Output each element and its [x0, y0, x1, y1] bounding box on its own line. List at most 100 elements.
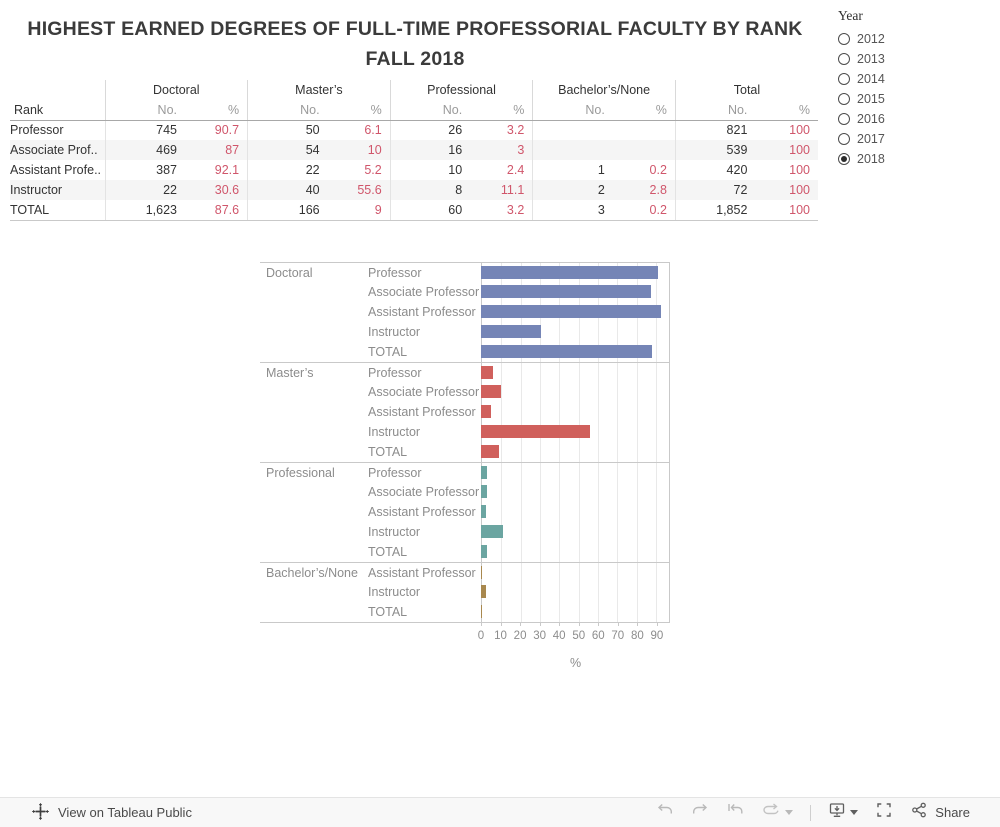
bar[interactable] [481, 405, 492, 418]
pct-subheader[interactable]: % [755, 100, 818, 121]
undo-button[interactable] [656, 802, 674, 823]
no-cell[interactable]: 40 [247, 180, 328, 200]
pct-cell[interactable]: 100 [789, 123, 810, 138]
no-cell[interactable]: 745 [104, 120, 185, 140]
no-cell[interactable]: 387 [104, 160, 185, 180]
no-cell[interactable]: 1 [532, 160, 613, 180]
no-cell[interactable]: 3 [532, 200, 613, 221]
pct-subheader[interactable]: % [470, 100, 533, 121]
pct-cell[interactable]: 87 [225, 143, 240, 157]
revert-button[interactable] [726, 802, 744, 823]
pct-cell[interactable]: 30.6 [214, 183, 240, 197]
pct-cell[interactable] [613, 120, 676, 140]
bar[interactable] [481, 585, 487, 598]
column-group-header[interactable]: Master’s [247, 80, 391, 100]
no-cell[interactable]: 1,623 [104, 200, 185, 221]
bar[interactable] [481, 445, 499, 458]
no-cell[interactable]: 60 [389, 200, 471, 221]
pct-cell[interactable]: 87.6 [185, 200, 248, 221]
pct-subheader[interactable]: % [327, 100, 391, 121]
column-group-header[interactable]: Total [674, 80, 818, 100]
no-cell[interactable]: 16 [389, 140, 471, 160]
bar[interactable] [481, 466, 488, 479]
download-button[interactable] [828, 801, 859, 824]
year-radio-2014[interactable]: 2014 [838, 69, 988, 89]
no-cell[interactable]: 420 [674, 160, 756, 180]
pct-cell[interactable]: 100 [789, 163, 810, 177]
pct-cell[interactable]: 2.8 [649, 183, 667, 197]
no-cell[interactable]: 166 [247, 200, 328, 221]
no-cell[interactable]: 22 [247, 160, 328, 180]
no-subheader[interactable]: No. [389, 100, 471, 121]
pct-cell[interactable]: 100 [755, 200, 818, 221]
no-cell[interactable]: 72 [674, 180, 756, 200]
year-radio-2017[interactable]: 2017 [838, 129, 988, 149]
no-cell[interactable]: 2 [532, 180, 613, 200]
column-group-header[interactable]: Doctoral [104, 80, 248, 100]
pct-cell[interactable]: 10 [367, 143, 382, 157]
no-cell[interactable]: 469 [104, 140, 185, 160]
no-cell[interactable]: 8 [389, 180, 471, 200]
pct-cell[interactable]: 55.6 [357, 183, 382, 197]
no-subheader[interactable]: No. [532, 100, 613, 121]
column-group-header[interactable]: Professional [389, 80, 533, 100]
rank-cell[interactable]: Assistant Profe.. [10, 163, 102, 177]
no-subheader[interactable]: No. [247, 100, 328, 121]
no-cell[interactable]: 26 [389, 120, 471, 140]
rank-cell[interactable]: TOTAL [10, 200, 105, 221]
bar[interactable] [481, 325, 541, 338]
pct-cell[interactable]: 0.2 [612, 200, 676, 221]
rank-cell[interactable]: Instructor [10, 183, 63, 197]
no-cell[interactable] [532, 140, 613, 160]
pct-cell[interactable]: 9 [327, 200, 391, 221]
no-cell[interactable]: 54 [247, 140, 328, 160]
no-cell[interactable]: 10 [389, 160, 471, 180]
no-cell[interactable]: 1,852 [674, 200, 756, 221]
bar[interactable] [481, 266, 659, 279]
year-radio-2013[interactable]: 2013 [838, 49, 988, 69]
bar[interactable] [481, 505, 486, 518]
bar[interactable] [481, 425, 590, 438]
year-radio-2016[interactable]: 2016 [838, 109, 988, 129]
pct-cell[interactable]: 92.1 [214, 163, 240, 177]
fullscreen-button[interactable] [875, 801, 893, 824]
bar[interactable] [481, 385, 501, 398]
rank-cell[interactable]: Associate Prof.. [10, 143, 98, 157]
redo-button[interactable] [691, 802, 709, 823]
bar[interactable] [481, 366, 493, 379]
bar[interactable] [481, 345, 653, 358]
no-cell[interactable]: 22 [104, 180, 185, 200]
no-cell[interactable]: 50 [247, 120, 328, 140]
pct-cell[interactable]: 90.7 [214, 123, 240, 138]
pct-subheader[interactable]: % [612, 100, 676, 121]
bar[interactable] [481, 305, 661, 318]
no-subheader[interactable]: No. [674, 100, 756, 121]
pct-cell[interactable]: 2.4 [506, 163, 525, 177]
year-radio-2018[interactable]: 2018 [838, 149, 988, 169]
pct-cell[interactable]: 5.2 [364, 163, 382, 177]
column-group-header[interactable]: Bachelor’s/None [532, 80, 676, 100]
pct-subheader[interactable]: % [185, 100, 248, 121]
pct-cell[interactable]: 6.1 [364, 123, 382, 138]
pct-cell[interactable]: 100 [789, 183, 810, 197]
bar[interactable] [481, 485, 487, 498]
pct-cell[interactable]: 100 [789, 143, 810, 157]
share-button[interactable]: Share [910, 801, 970, 824]
pct-cell[interactable]: 3 [517, 143, 525, 157]
view-on-tableau-public-link[interactable]: View on Tableau Public [32, 802, 192, 823]
pct-cell[interactable]: 0.2 [649, 163, 667, 177]
pct-cell[interactable]: 3.2 [470, 200, 533, 221]
year-radio-2015[interactable]: 2015 [838, 89, 988, 109]
no-cell[interactable] [532, 120, 613, 140]
rank-header[interactable]: Rank [10, 100, 105, 121]
pct-cell[interactable]: 3.2 [506, 123, 525, 138]
pct-cell[interactable]: 11.1 [500, 183, 525, 197]
refresh-button[interactable] [761, 802, 794, 823]
bar[interactable] [481, 285, 652, 298]
bar[interactable] [481, 545, 488, 558]
year-radio-2012[interactable]: 2012 [838, 29, 988, 49]
bar[interactable] [481, 525, 503, 538]
no-subheader[interactable]: No. [104, 100, 185, 121]
no-cell[interactable]: 821 [674, 120, 756, 140]
pct-cell[interactable] [613, 140, 676, 160]
